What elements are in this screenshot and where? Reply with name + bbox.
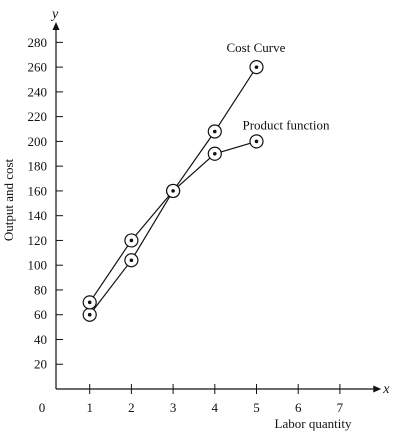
cost-curve-point-dot-2 (129, 258, 134, 263)
x-tick-label-4: 4 (212, 400, 219, 415)
product-function-point-dot-5 (254, 139, 259, 144)
x-tick-label-1: 1 (86, 400, 93, 415)
series-layer: Cost Curve Product function (82, 40, 331, 322)
product-function-point-dot-4 (213, 151, 217, 156)
x-tick-label-2: 2 (128, 400, 135, 415)
y-tick-label-140: 140 (28, 208, 48, 223)
y-tick-label-80: 80 (34, 282, 47, 297)
y-tick-label-120: 120 (28, 233, 48, 248)
product-function-point-dot-1 (87, 300, 92, 305)
origin-label: 0 (39, 400, 46, 415)
x-axis-title: Labor quantity (275, 416, 352, 431)
product-function-label: Product function (243, 117, 331, 132)
y-tick-label-200: 200 (28, 134, 48, 149)
x-tick-label-3: 3 (170, 400, 177, 415)
cost-curve-point-dot-1 (87, 312, 92, 317)
cost-curve-point-dot-5 (254, 65, 259, 69)
product-function-point-dot-2 (129, 238, 134, 243)
product-function-point-dot-3 (171, 189, 175, 193)
x-axis-arrow (373, 385, 382, 393)
y-axis-letter: y (50, 7, 59, 22)
cost-curve-label: Cost Curve (227, 40, 286, 55)
y-axis-arrow (52, 21, 60, 30)
x-axis-letter: x (382, 382, 390, 397)
x-tick-label-7: 7 (337, 400, 344, 415)
y-tick-label-240: 240 (28, 84, 48, 99)
y-tick-label-220: 220 (28, 109, 48, 124)
y-tick-label-180: 180 (28, 159, 48, 174)
product-function-line (89, 140, 257, 303)
x-tick-label-6: 6 (295, 400, 302, 415)
y-tick-label-160: 160 (28, 183, 48, 198)
y-axis-title: Output and cost (1, 158, 16, 241)
x-tick-label-5: 5 (253, 400, 260, 415)
cost-curve-point-dot-4 (213, 129, 217, 134)
y-tick-label-40: 40 (34, 332, 47, 347)
axes: x y 0 Labor quantity Output and cost (1, 7, 390, 431)
y-tick-label-100: 100 (28, 258, 48, 273)
x-ticks: 1 2 3 4 5 6 7 (86, 384, 344, 415)
y-tick-label-280: 280 (28, 35, 48, 50)
y-tick-label-20: 20 (34, 357, 47, 372)
y-ticks: 20 40 60 80 100 120 140 160 180 200 220 240 260 280 (28, 35, 63, 372)
y-tick-label-60: 60 (34, 307, 47, 322)
y-tick-label-260: 260 (28, 60, 48, 75)
